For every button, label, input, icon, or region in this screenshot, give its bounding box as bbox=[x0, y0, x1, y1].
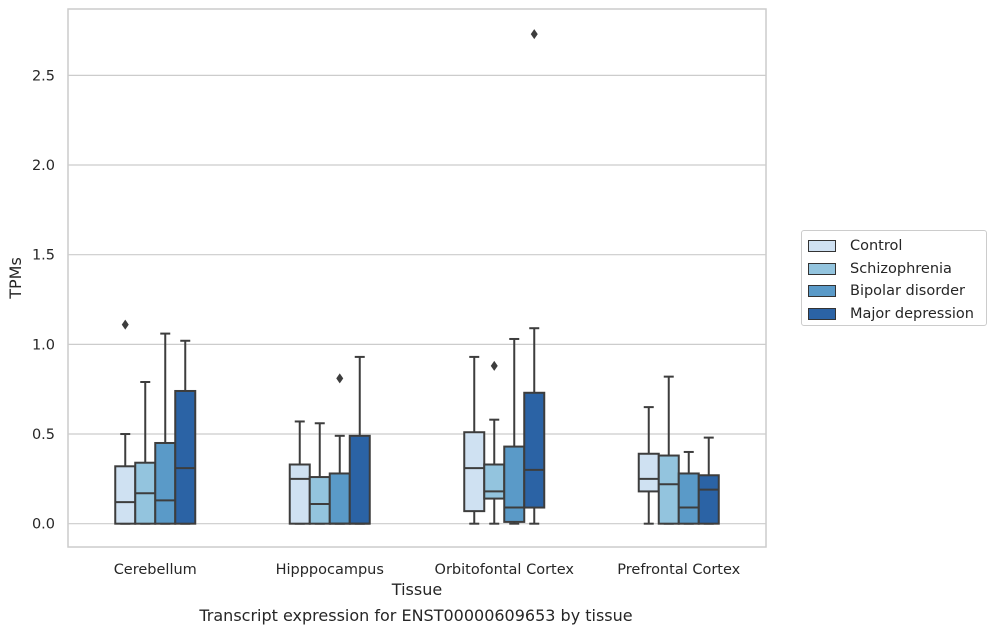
box bbox=[348, 434, 371, 525]
box bbox=[697, 474, 720, 525]
outlier-point bbox=[530, 29, 538, 40]
y-tick-label: 0.5 bbox=[32, 427, 55, 443]
legend-swatch bbox=[808, 307, 836, 320]
outlier-point bbox=[336, 373, 344, 384]
box bbox=[174, 389, 197, 525]
box bbox=[677, 472, 700, 525]
box bbox=[328, 472, 351, 525]
x-tick-label: Hipppocampus bbox=[276, 562, 384, 578]
box bbox=[637, 452, 660, 493]
figure-caption: Transcript expression for ENST0000060965… bbox=[199, 606, 633, 625]
legend-swatch bbox=[808, 262, 836, 275]
legend-swatch bbox=[808, 285, 836, 298]
box bbox=[114, 465, 137, 525]
box bbox=[154, 441, 177, 525]
legend-item: Schizophrenia bbox=[808, 258, 986, 281]
x-tick-label: Cerebellum bbox=[114, 562, 197, 578]
y-tick-label: 1.5 bbox=[32, 248, 55, 264]
legend: Control Schizophrenia Bipolar disorder Majo… bbox=[801, 230, 987, 326]
legend-label: Schizophrenia bbox=[850, 260, 952, 277]
box bbox=[463, 431, 486, 513]
y-tick-label: 2.0 bbox=[32, 158, 55, 174]
outlier-point bbox=[121, 319, 129, 330]
outlier-point bbox=[490, 360, 498, 371]
x-tick-label: Prefrontal Cortex bbox=[617, 562, 740, 578]
legend-label: Control bbox=[850, 238, 903, 255]
plot-frame bbox=[67, 8, 767, 548]
y-axis-label: TPMs bbox=[6, 257, 25, 300]
legend-item: Bipolar disorder bbox=[808, 280, 986, 303]
box bbox=[657, 454, 680, 525]
box bbox=[523, 391, 546, 509]
x-tick-label: Orbitofontal Cortex bbox=[435, 562, 575, 578]
box bbox=[308, 476, 331, 525]
x-axis-label: Tissue bbox=[391, 580, 442, 599]
box bbox=[288, 463, 311, 525]
legend-label: Bipolar disorder bbox=[850, 283, 965, 300]
legend-label: Major depression bbox=[850, 305, 974, 322]
legend-swatch bbox=[808, 240, 836, 253]
box bbox=[483, 463, 506, 500]
legend-item: Major depression bbox=[808, 303, 986, 326]
y-tick-label: 0.0 bbox=[32, 517, 55, 533]
legend-item: Control bbox=[808, 235, 986, 258]
y-tick-label: 1.0 bbox=[32, 337, 55, 353]
box bbox=[503, 445, 526, 523]
y-tick-label: 2.5 bbox=[32, 68, 55, 84]
